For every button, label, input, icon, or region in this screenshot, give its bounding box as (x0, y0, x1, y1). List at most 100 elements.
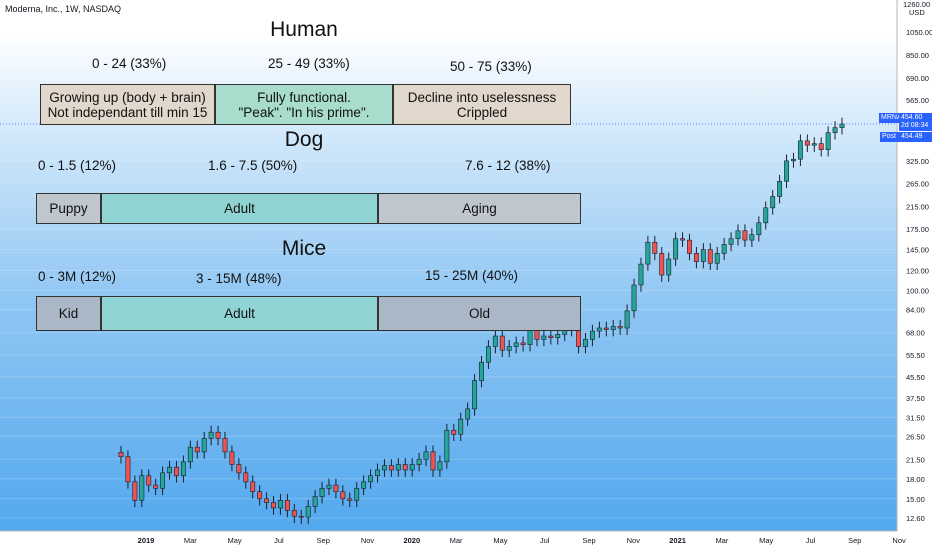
candle-body (583, 339, 588, 347)
post-label-badge: Post (880, 132, 899, 142)
dog-segment-aging: Aging (378, 193, 581, 224)
candle-body (659, 253, 665, 276)
y-tick-label: 21.50 (906, 455, 925, 464)
candle-body (167, 466, 172, 474)
candle-body (250, 481, 256, 493)
candle-body (153, 484, 159, 489)
candle-body (818, 143, 824, 150)
y-tick-label: 325.00 (906, 157, 929, 166)
currency-label: USD (909, 8, 925, 17)
x-tick-label: May (759, 536, 773, 545)
candle-body (305, 506, 311, 518)
candle-body (388, 465, 394, 471)
y-tick-label: 100.00 (906, 286, 929, 295)
candle-body (714, 253, 720, 264)
candle-body (742, 230, 748, 241)
chart-header: Moderna, Inc., 1W, NASDAQ (5, 4, 122, 14)
dog-range-3: 7.6 - 12 (38%) (465, 158, 551, 173)
candle-body (160, 472, 166, 489)
candle-body (631, 284, 637, 312)
candle-body (458, 418, 464, 435)
candle-body (638, 263, 644, 286)
candle-body (770, 196, 776, 209)
mice-title: Mice (281, 237, 327, 260)
dog-segment-adult: Adult (101, 193, 378, 224)
candle-body (118, 452, 124, 458)
candle-body (791, 158, 796, 162)
mice-range-2: 3 - 15M (48%) (196, 271, 282, 286)
candle-body (278, 499, 283, 509)
y-tick-label: 690.00 (906, 74, 929, 83)
candle-body (271, 502, 276, 509)
candle-body (284, 499, 290, 511)
y-tick-label: 55.50 (906, 351, 925, 360)
candle-body (839, 123, 845, 128)
candle-body (513, 342, 519, 347)
x-tick-label: Jul (806, 536, 816, 545)
candle-body (825, 132, 831, 150)
candle-body (784, 160, 789, 182)
candle-body (381, 465, 387, 471)
candle-body (139, 475, 145, 501)
y-tick-label: 145.00 (906, 246, 929, 255)
candle-body (194, 446, 200, 453)
dog-title: Dog (284, 128, 324, 151)
candle-body (548, 335, 554, 339)
y-tick-label: 565.00 (906, 96, 929, 105)
price-axis-panel (897, 0, 932, 550)
candle-body (257, 491, 263, 500)
candle-body (610, 326, 616, 330)
candle-body (589, 330, 595, 340)
candle-body (333, 484, 339, 493)
x-tick-label: 2021 (669, 536, 686, 545)
x-tick-label: Mar (184, 536, 197, 545)
symbol-badge: MRNA (879, 113, 902, 123)
candle-body (804, 140, 810, 146)
human-range-3: 50 - 75 (33%) (450, 59, 532, 74)
y-tick-label: 18.00 (906, 475, 925, 484)
candle-body (603, 327, 609, 330)
candle-body (749, 234, 755, 241)
x-tick-label: 2020 (403, 536, 420, 545)
dog-range-1: 0 - 1.5 (12%) (38, 158, 117, 173)
candle-body (312, 496, 318, 507)
x-tick-label: Jul (540, 536, 550, 545)
human-range-1: 0 - 24 (33%) (92, 56, 167, 71)
human-title: Human (270, 18, 338, 41)
candle-body (180, 461, 186, 477)
x-tick-label: Nov (892, 536, 906, 545)
candle-body (409, 464, 415, 471)
candle-body (291, 510, 297, 517)
candle-body (777, 180, 783, 197)
x-tick-label: Sep (582, 536, 595, 545)
candle-body (596, 327, 602, 332)
x-tick-label: Sep (317, 536, 330, 545)
y-tick-label: 265.00 (906, 179, 929, 188)
candle-body (375, 469, 380, 477)
candle-body (368, 475, 374, 483)
candle-body (201, 438, 207, 453)
candle-body (499, 335, 505, 351)
candle-body (243, 472, 249, 483)
candle-body (132, 481, 138, 501)
time-axis-panel (0, 531, 932, 550)
last-price-badge: 454.60 2d 08:34 (899, 113, 932, 131)
candle-body (229, 451, 235, 465)
candle-body (506, 346, 512, 351)
candle-body (673, 238, 679, 260)
mice-segment-adult: Adult (101, 296, 378, 331)
x-tick-label: May (228, 536, 242, 545)
candle-body (520, 342, 526, 345)
post-price-badge: 454.49 (899, 132, 932, 142)
candle-body (402, 464, 408, 471)
dog-range-2: 1.6 - 7.5 (50%) (208, 158, 298, 173)
candle-body (423, 451, 429, 460)
candle-body (652, 241, 658, 254)
candle-body (617, 326, 623, 329)
candle-body (319, 488, 325, 497)
y-tick-label: 84.00 (906, 306, 925, 315)
candle-body (735, 230, 741, 240)
candle-body (395, 464, 401, 471)
